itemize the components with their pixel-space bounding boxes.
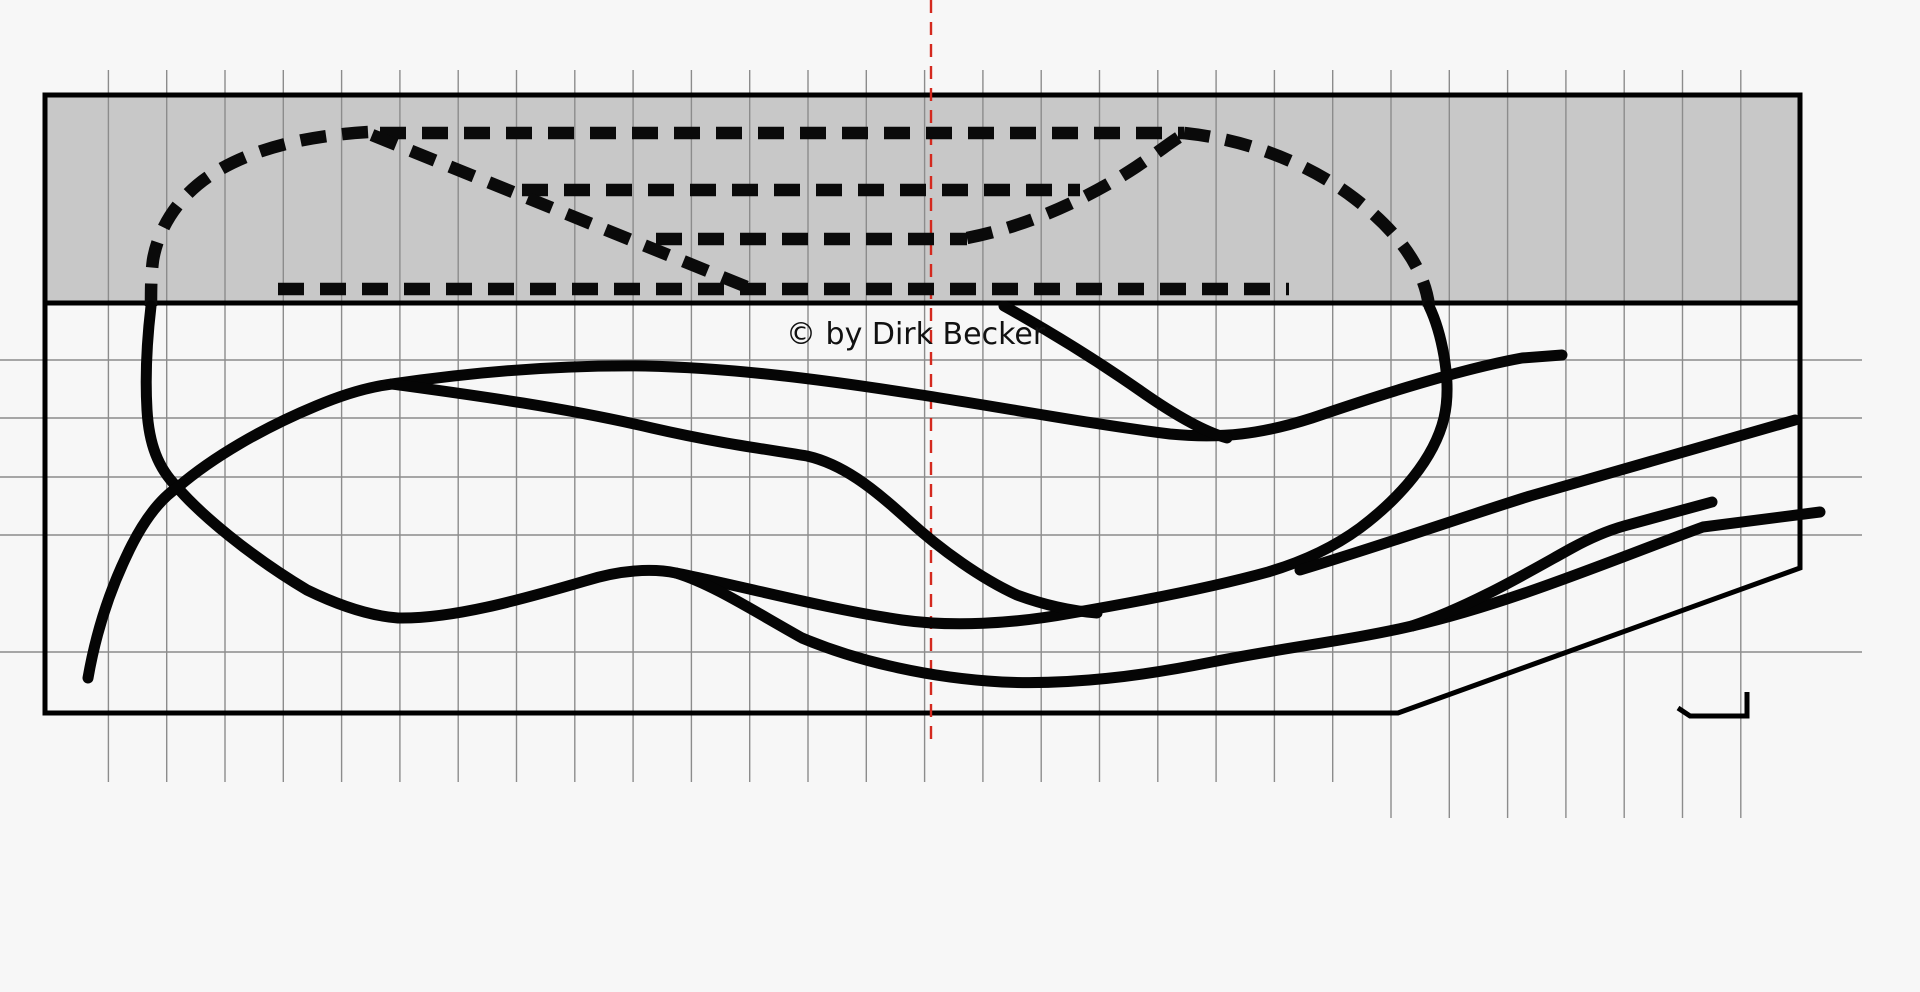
corner-bracket	[1676, 692, 1750, 719]
staging-area	[45, 95, 1800, 303]
staging-area-layer	[45, 95, 1800, 303]
benchwork-layer	[42, 92, 1803, 719]
copyright-label: © by Dirk Becker	[786, 317, 1046, 352]
main-loop	[140, 300, 1453, 630]
staging-ladder-right	[965, 128, 1188, 245]
branch-upper-right	[1294, 414, 1801, 576]
staging-ramp	[998, 300, 1233, 444]
valley-line	[386, 349, 1568, 442]
outer-arc	[670, 506, 1826, 689]
benchwork-outline	[42, 92, 1803, 716]
staging-ladder-left	[369, 129, 750, 293]
spur-lower-left	[82, 378, 398, 684]
hidden-loop-right	[1183, 126, 1436, 307]
branch-middle-right	[1406, 496, 1718, 632]
visible-tracks-layer	[82, 300, 1826, 689]
mid-branch	[386, 378, 1103, 619]
hidden-tracks-layer	[144, 125, 1436, 307]
